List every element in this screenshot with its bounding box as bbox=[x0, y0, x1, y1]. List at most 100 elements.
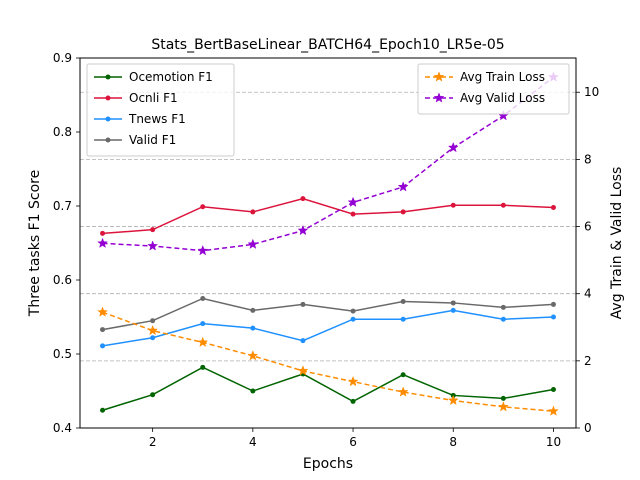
data-point bbox=[150, 318, 156, 324]
data-point bbox=[200, 364, 206, 370]
data-point bbox=[200, 321, 206, 327]
data-point bbox=[100, 343, 106, 349]
data-point bbox=[550, 387, 556, 393]
right-axis-ticks: 0 2 4 6 8 10 bbox=[576, 85, 599, 435]
series-layer bbox=[97, 71, 559, 416]
data-point bbox=[397, 386, 409, 397]
data-point bbox=[500, 202, 506, 208]
legend-marker bbox=[105, 74, 111, 80]
chart-title: Stats_BertBaseLinear_BATCH64_Epoch10_LR5… bbox=[151, 37, 504, 53]
data-point bbox=[300, 301, 306, 307]
data-point bbox=[147, 324, 159, 336]
data-point bbox=[400, 209, 406, 215]
data-point bbox=[500, 304, 506, 310]
grid-lines bbox=[80, 91, 576, 362]
left-axis-ticks: 0.4 0.5 0.6 0.7 0.8 0.9 bbox=[53, 51, 80, 435]
data-point bbox=[450, 202, 456, 208]
data-point bbox=[147, 240, 159, 251]
legend-marker bbox=[105, 116, 111, 122]
legend-label: Ocnli F1 bbox=[129, 91, 178, 105]
left-axis-label: Three tasks F1 Score bbox=[27, 170, 43, 317]
x-tick-label: 4 bbox=[249, 435, 257, 449]
left-tick-label: 0.9 bbox=[53, 51, 72, 65]
data-point bbox=[347, 196, 359, 207]
data-point bbox=[350, 316, 356, 322]
right-axis-label: Avg Train & Valid Loss bbox=[609, 167, 625, 320]
data-point bbox=[300, 196, 306, 202]
legend-label: Valid F1 bbox=[129, 133, 176, 147]
data-point bbox=[550, 314, 556, 320]
right-tick-label: 0 bbox=[584, 421, 592, 435]
series-line-tnews-f1 bbox=[102, 309, 554, 347]
right-tick-label: 4 bbox=[584, 287, 592, 301]
series-line-ocemotion-f1 bbox=[102, 366, 554, 411]
data-point bbox=[150, 335, 156, 341]
legend-frame bbox=[417, 63, 570, 115]
data-point bbox=[350, 308, 356, 314]
series-avg-valid-loss bbox=[97, 71, 559, 256]
left-tick-label: 0.7 bbox=[53, 199, 72, 213]
data-point bbox=[247, 238, 259, 249]
x-tick-label: 10 bbox=[546, 435, 561, 449]
data-point bbox=[347, 375, 359, 387]
data-point bbox=[97, 237, 108, 248]
data-point bbox=[250, 307, 256, 313]
series-line-avg-valid-loss bbox=[102, 76, 554, 252]
data-point bbox=[200, 204, 206, 210]
left-tick-label: 0.8 bbox=[53, 125, 72, 139]
legend-item-ocnli-f1: Ocnli F1 bbox=[94, 91, 178, 105]
legend-marker bbox=[433, 71, 445, 82]
x-tick-label: 8 bbox=[449, 435, 457, 449]
left-tick-label: 0.5 bbox=[53, 347, 72, 361]
legend-frame bbox=[86, 63, 235, 157]
legend-item-ocemotion-f1: Ocemotion F1 bbox=[94, 70, 213, 84]
data-point bbox=[447, 141, 459, 153]
series-line-valid-f1 bbox=[102, 297, 554, 331]
data-point bbox=[197, 245, 209, 256]
series-valid-f1 bbox=[100, 296, 556, 333]
series-line-avg-train-loss bbox=[102, 311, 554, 412]
legend-item-valid-f1: Valid F1 bbox=[94, 133, 176, 147]
data-point bbox=[200, 296, 206, 301]
x-tick-label: 2 bbox=[149, 435, 157, 449]
data-point bbox=[297, 224, 309, 236]
right-tick-label: 8 bbox=[584, 152, 592, 166]
legend-marker bbox=[433, 92, 445, 103]
series-tnews-f1 bbox=[100, 307, 556, 349]
data-point bbox=[400, 298, 406, 304]
series-ocemotion-f1 bbox=[100, 364, 556, 413]
data-point bbox=[250, 209, 256, 215]
data-point bbox=[97, 306, 108, 317]
right-tick-label: 6 bbox=[584, 220, 592, 234]
series-avg-train-loss bbox=[97, 306, 559, 416]
data-point bbox=[100, 230, 106, 236]
left-tick-label: 0.4 bbox=[53, 421, 72, 435]
data-point bbox=[500, 316, 506, 322]
data-point bbox=[550, 204, 556, 210]
data-point bbox=[350, 211, 356, 217]
data-point bbox=[447, 394, 459, 406]
legend-item-avg-train-loss: Avg Train Loss bbox=[425, 70, 545, 84]
data-point bbox=[350, 398, 356, 404]
legend-item-avg-valid-loss: Avg Valid Loss bbox=[425, 91, 545, 105]
data-point bbox=[150, 392, 156, 398]
data-point bbox=[100, 327, 106, 333]
legend-label: Tnews F1 bbox=[128, 112, 186, 126]
legend-right: Avg Train Loss Avg Valid Loss bbox=[417, 63, 570, 115]
data-point bbox=[100, 407, 106, 413]
left-tick-label: 0.6 bbox=[53, 273, 72, 287]
right-tick-label: 10 bbox=[584, 85, 599, 99]
data-point bbox=[247, 350, 259, 361]
legend-label: Avg Train Loss bbox=[460, 70, 545, 84]
data-point bbox=[550, 301, 556, 307]
data-point bbox=[500, 395, 506, 401]
right-tick-label: 2 bbox=[584, 354, 592, 368]
legend-left: Ocemotion F1 Ocnli F1 Tnews F1 Valid F1 bbox=[86, 63, 235, 157]
legend-label: Avg Valid Loss bbox=[460, 91, 545, 105]
data-point bbox=[450, 300, 456, 306]
data-point bbox=[150, 227, 156, 233]
data-point bbox=[497, 401, 509, 412]
x-axis-label: Epochs bbox=[303, 456, 353, 472]
legend-marker bbox=[105, 137, 111, 143]
